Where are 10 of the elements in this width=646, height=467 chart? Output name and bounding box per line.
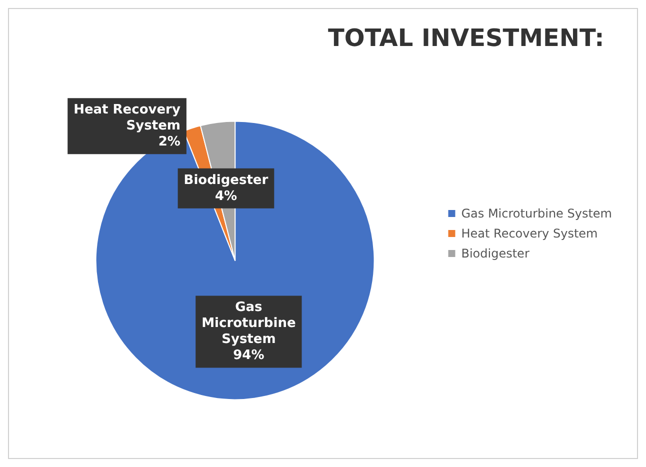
legend-label: Gas Microturbine System — [461, 206, 612, 220]
data-label: 2% — [158, 134, 180, 150]
legend-label: Heat Recovery System — [461, 226, 598, 240]
chart-title: TOTAL INVESTMENT: — [328, 24, 604, 52]
legend-label: Biodigester — [461, 246, 530, 260]
data-label: 4% — [214, 188, 238, 204]
data-label: 94% — [233, 348, 264, 364]
slice-label: Heat Recovery System — [74, 102, 181, 134]
slice-label: Gas Microturbine System — [202, 300, 296, 348]
slice-label: Biodigester — [184, 172, 269, 188]
